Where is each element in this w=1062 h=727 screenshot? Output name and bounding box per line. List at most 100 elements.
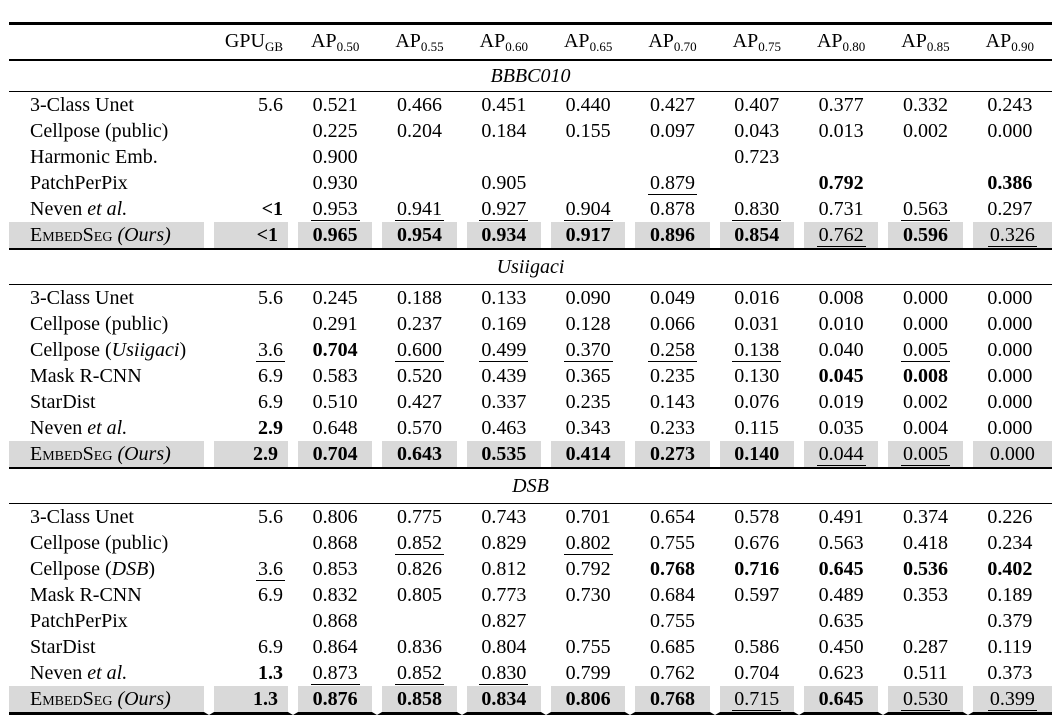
ap-value-cell-0.65: 0.235: [546, 389, 630, 415]
value-text: 0.775: [396, 506, 442, 528]
value-text: 0.829: [481, 532, 527, 554]
ap-value-cell-0.90: 0.000: [968, 363, 1052, 389]
value-text: 0.138: [732, 338, 782, 362]
value-text: 5.6: [258, 94, 283, 116]
ap-value-cell-0.80: 0.010: [799, 311, 883, 337]
value-text: 0.896: [649, 224, 695, 246]
ap-value-cell-0.70: 0.685: [630, 634, 714, 660]
table-row: Neven et al. 2.9 0.648 0.570 0.463 0.343 0.233…: [9, 415, 1052, 441]
ap-value-cell-0.50: 0.853: [293, 556, 377, 582]
ap-value-cell-0.85: 0.332: [883, 92, 967, 118]
value-text: 0.826: [396, 558, 442, 580]
ap-value-cell-0.85: 0.008: [883, 363, 967, 389]
ap-value-cell-0.90: 0.234: [968, 530, 1052, 556]
ap-value-cell-0.55: 0.600: [377, 337, 461, 363]
ap-value-cell-0.80: 0.019: [799, 389, 883, 415]
gpu-header-base: GPU: [224, 29, 265, 52]
value-text: 0.140: [734, 443, 780, 465]
value-text: 0.287: [902, 636, 948, 658]
ap-value-cell-0.50: 0.953: [293, 196, 377, 222]
value-text: 0.076: [734, 391, 780, 413]
ap-value-cell-0.65: 0.365: [546, 363, 630, 389]
value-text: 6.9: [258, 584, 283, 606]
ap-value-cell-0.55: 0.826: [377, 556, 461, 582]
value-text: 0.879: [647, 171, 697, 195]
value-text: 0.297: [987, 198, 1033, 220]
value-text: 0.000: [987, 391, 1033, 413]
value-text: 0.530: [900, 687, 950, 711]
ap-value-cell-0.85: [883, 144, 967, 170]
value-text: 0.762: [816, 223, 866, 247]
value-text: 0.008: [902, 365, 948, 387]
gpu-value-cell: [209, 170, 293, 196]
ap-value-cell-0.85: 0.000: [883, 311, 967, 337]
value-text: 0.418: [902, 532, 948, 554]
value-text: 0.878: [649, 198, 695, 220]
value-text: 0.000: [987, 287, 1033, 309]
value-text: 0.204: [396, 120, 442, 142]
ap-value-cell-0.80: 0.013: [799, 118, 883, 144]
value-text: 0.600: [394, 338, 444, 362]
value-text: 0.834: [481, 688, 527, 710]
column-header-ap-0.55: AP0.55: [377, 22, 462, 61]
ap-value-cell-0.70: 0.896: [630, 222, 714, 248]
ap-value-cell-0.50: 0.868: [293, 608, 377, 634]
ap-value-cell-0.50: 0.876: [293, 686, 378, 715]
value-text: 0.827: [481, 610, 527, 632]
value-text: 0.188: [396, 287, 442, 309]
value-text: 0.799: [565, 662, 611, 684]
ap-value-cell-0.85: 0.563: [883, 196, 967, 222]
value-text: 0.414: [565, 443, 611, 465]
method-name-text: et al.: [87, 198, 128, 220]
value-text: 0.578: [734, 506, 780, 528]
ap-value-cell-0.75: 0.854: [715, 222, 799, 248]
ap-value-cell-0.55: 0.643: [377, 441, 461, 467]
value-text: 0.904: [563, 197, 613, 221]
table-row: Neven et al. 1.3 0.873 0.852 0.830 0.799 0.762…: [9, 660, 1052, 686]
value-text: 6.9: [258, 391, 283, 413]
value-text: 0.635: [818, 610, 864, 632]
value-text: 0.645: [818, 558, 864, 580]
ap-value-cell-0.70: 0.273: [630, 441, 714, 467]
ap-value-cell-0.85: 0.536: [883, 556, 967, 582]
dataset-label-usiigaci: Usiigaci: [9, 248, 1052, 285]
ap-value-cell-0.80: 0.044: [799, 441, 883, 467]
method-name-text: ): [179, 339, 187, 361]
ap-value-cell-0.90: 0.326: [968, 222, 1052, 248]
value-text: 0.792: [818, 172, 864, 194]
table-row: EmbedSeg (Ours) <1 0.965 0.954 0.934 0.917 0.8…: [9, 222, 1052, 248]
method-name-cell: StarDist: [9, 634, 209, 660]
value-text: 0.643: [396, 443, 442, 465]
value-text: 1.3: [258, 662, 283, 684]
gpu-value-cell: 5.6: [209, 92, 293, 118]
ap-value-cell-0.60: 0.743: [462, 504, 546, 530]
method-name-text: (Ours): [117, 688, 171, 710]
value-text: 0.563: [818, 532, 864, 554]
value-text: 0.812: [481, 558, 527, 580]
value-text: 0.854: [734, 224, 780, 246]
ap-value-cell-0.75: 0.586: [715, 634, 799, 660]
value-text: 0.953: [310, 197, 360, 221]
method-name-text: EmbedSeg: [30, 443, 113, 465]
ap-value-cell-0.50: 0.521: [293, 92, 377, 118]
value-text: 5.6: [258, 506, 283, 528]
value-text: 0.115: [734, 417, 779, 439]
value-text: 0.353: [902, 584, 948, 606]
column-header-ap-0.70: AP0.70: [630, 22, 715, 61]
value-text: 0.563: [900, 197, 950, 221]
value-text: 0.804: [481, 636, 527, 658]
value-text: 0.852: [394, 531, 444, 555]
method-name-cell: Neven et al.: [9, 660, 209, 686]
value-text: 0.016: [734, 287, 780, 309]
ap-value-cell-0.55: 0.204: [377, 118, 461, 144]
ap-value-cell-0.65: 0.792: [546, 556, 630, 582]
ap-value-cell-0.90: 0.386: [968, 170, 1052, 196]
value-text: 0.379: [987, 610, 1033, 632]
dataset-label-bbbc010: BBBC010: [9, 61, 1052, 92]
ap-value-cell-0.80: 0.792: [799, 170, 883, 196]
value-text: 0.184: [481, 120, 527, 142]
ap-value-cell-0.50: 0.900: [293, 144, 377, 170]
ap-value-cell-0.75: 0.597: [715, 582, 799, 608]
method-name-cell: Cellpose (DSB): [9, 556, 209, 582]
ap-value-cell-0.50: 0.832: [293, 582, 377, 608]
